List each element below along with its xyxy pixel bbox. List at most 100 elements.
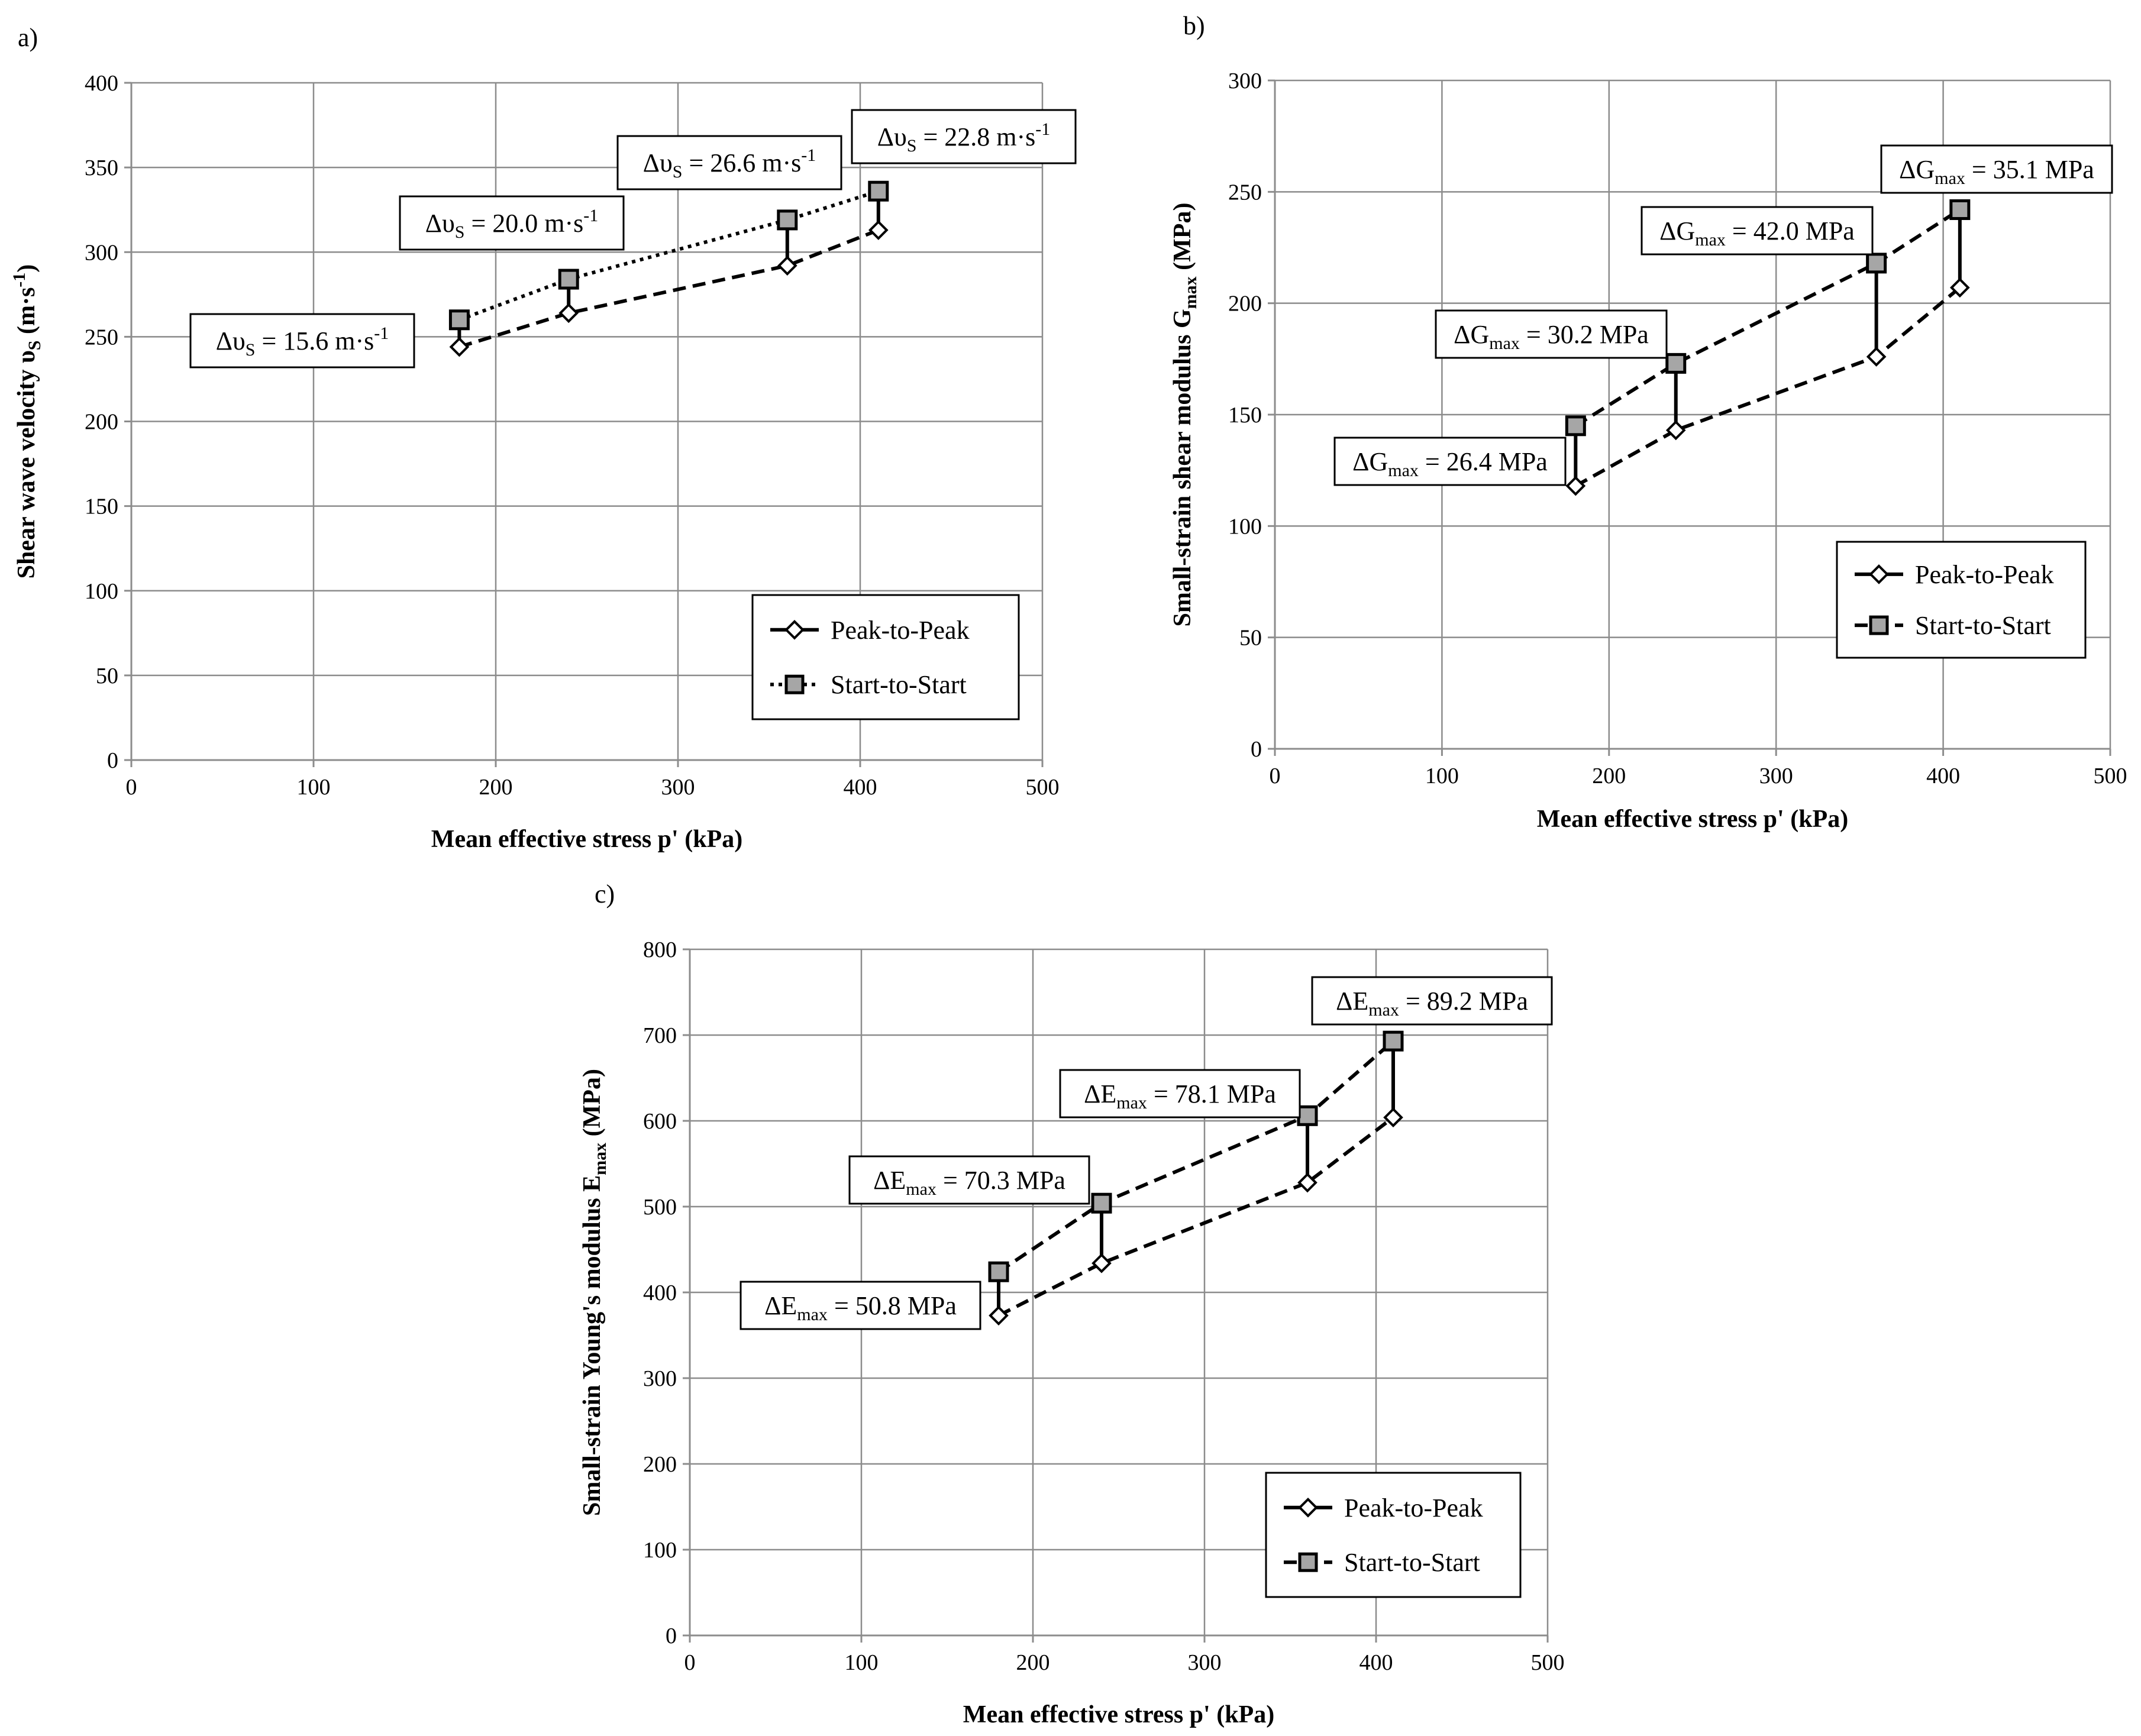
text-part: ΔG — [1454, 320, 1489, 349]
text-part: (m·s — [13, 287, 40, 341]
text-part: Shear wave velocity υ — [13, 350, 40, 578]
y-tick-label: 200 — [643, 1452, 677, 1477]
y-tick-label: 150 — [1228, 403, 1262, 428]
text-part: ΔE — [764, 1291, 797, 1320]
x-tick-label: 0 — [126, 775, 137, 800]
legend-marker-diamond — [784, 619, 805, 640]
y-axis-title: Small-strain shear modulus Gmax (MPa) — [1169, 203, 1200, 627]
text-part: Small-strain shear modulus G — [1169, 309, 1196, 626]
text-part: ΔG — [1899, 155, 1935, 184]
marker-peak-to-peak — [1565, 476, 1586, 496]
text-part: S — [246, 340, 256, 360]
panel-label: c) — [595, 880, 615, 909]
text-part: (MPa) — [1169, 203, 1196, 277]
x-tick-label: 500 — [2094, 764, 2127, 788]
text-part: ΔE — [873, 1166, 906, 1195]
marker-start-to-start — [558, 269, 579, 290]
chart-panel-3: c) 0 100 200 300 400 500 0 100 200 300 400 500 600 700… — [579, 880, 1565, 1728]
x-tick-label: 0 — [1270, 764, 1281, 788]
annotation-label: ΔEmax = 50.8 MPa — [764, 1291, 957, 1324]
legend-marker-square — [1869, 615, 1889, 635]
text-part: ΔE — [1336, 987, 1368, 1016]
y-tick-label: 150 — [85, 494, 118, 519]
marker-start-to-start — [988, 1261, 1009, 1282]
text-part: = 89.2 MPa — [1399, 987, 1528, 1016]
y-tick-label: 700 — [643, 1023, 677, 1048]
chart-panel-1: a) 0 100 200 300 400 500 0 50 100 150 200 250 300 350 4… — [9, 23, 1077, 853]
text-part: max — [1935, 169, 1965, 188]
y-tick-label: 300 — [643, 1366, 677, 1391]
y-tick-label: 50 — [1239, 626, 1262, 651]
legend-label: Start-to-Start — [1344, 1548, 1480, 1577]
legend-label: Start-to-Start — [1915, 611, 2051, 640]
text-part: -1 — [374, 324, 389, 343]
x-tick-label: 100 — [297, 775, 331, 800]
annotation-box: ΔEmax = 89.2 MPa — [1311, 976, 1553, 1026]
text-part: -1 — [1035, 119, 1050, 139]
series-line-start-to-start — [997, 1039, 1394, 1273]
x-axis-title: Mean effective stress p' (kPa) — [1537, 806, 1848, 833]
marker-start-to-start — [1665, 353, 1687, 374]
x-tick-label: 500 — [1531, 1650, 1565, 1675]
marker-start-to-start — [1949, 199, 1971, 220]
text-part: max — [1388, 461, 1419, 480]
text-part: Δυ — [877, 122, 907, 151]
marker-start-to-start — [448, 309, 470, 331]
text-part: ΔG — [1352, 447, 1388, 476]
text-part: ΔE — [1084, 1079, 1116, 1108]
y-tick-label: 800 — [643, 937, 677, 962]
x-tick-label: 300 — [1759, 764, 1793, 788]
y-tick-label: 0 — [1251, 737, 1262, 762]
y-tick-label: 250 — [85, 325, 118, 350]
marker-peak-to-peak — [1950, 277, 1970, 298]
panel-label: b) — [1183, 11, 1205, 40]
y-tick-label: 300 — [1228, 69, 1262, 93]
text-part: = 78.1 MPa — [1147, 1079, 1276, 1108]
annotation-frame — [1333, 437, 1567, 486]
marker-peak-to-peak — [868, 220, 889, 240]
annotation-frame — [1435, 309, 1668, 359]
annotation-box: ΔGmax = 26.4 MPa — [1333, 437, 1567, 486]
x-tick-label: 400 — [1359, 1650, 1393, 1675]
text-part: max — [590, 1143, 610, 1175]
annotation-frame — [848, 1155, 1090, 1205]
text-part: = 26.6 m·s — [682, 148, 801, 177]
marker-peak-to-peak — [1297, 1172, 1317, 1193]
legend-frame — [751, 594, 1020, 720]
marker-peak-to-peak — [449, 337, 470, 357]
text-part: -1 — [801, 146, 816, 165]
marker-peak-to-peak — [1665, 420, 1686, 441]
legend-marker-square — [1298, 1552, 1318, 1572]
annotation-frame — [616, 135, 842, 190]
annotation-frame — [1641, 206, 1874, 256]
series-line-start-to-start — [1574, 208, 1961, 428]
annotation-frame — [1880, 144, 2113, 194]
text-part: max — [1181, 276, 1200, 309]
annotation-frame — [1311, 976, 1553, 1026]
text-part: = 35.1 MPa — [1965, 155, 2094, 184]
marker-start-to-start — [777, 209, 798, 231]
legend-marker-square — [784, 674, 805, 694]
text-part: Δυ — [425, 209, 455, 238]
marker-start-to-start — [1091, 1192, 1112, 1214]
text-part: S — [455, 222, 465, 242]
annotation-box: ΔEmax = 50.8 MPa — [739, 1281, 981, 1330]
legend-frame — [1265, 1472, 1522, 1598]
text-part: S — [907, 136, 917, 156]
y-tick-label: 100 — [1228, 514, 1262, 539]
text-part: = 22.8 m·s — [916, 122, 1035, 151]
x-tick-label: 500 — [1026, 775, 1060, 800]
x-tick-label: 300 — [661, 775, 695, 800]
legend-label: Peak-to-Peak — [831, 616, 970, 645]
annotation-label: ΔEmax = 70.3 MPa — [873, 1166, 1065, 1199]
text-part: = 20.0 m·s — [464, 209, 583, 238]
text-part: max — [1116, 1093, 1147, 1113]
legend-label: Peak-to-Peak — [1915, 560, 2054, 589]
marker-start-to-start — [1297, 1105, 1318, 1126]
annotation-box: ΔυS = 15.6 m·s-1 — [189, 313, 415, 368]
y-tick-label: 0 — [666, 1624, 677, 1648]
x-tick-label: 200 — [1016, 1650, 1050, 1675]
annotation-label: ΔGmax = 30.2 MPa — [1454, 320, 1649, 353]
legend-label: Start-to-Start — [831, 670, 967, 699]
text-part: max — [797, 1305, 828, 1324]
